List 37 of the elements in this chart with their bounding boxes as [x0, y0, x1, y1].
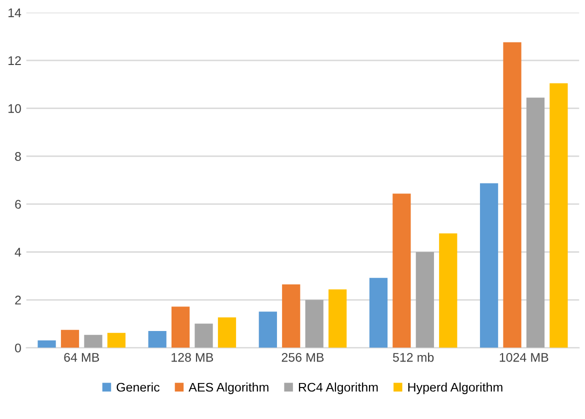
legend-label: Hyperd Algorithm — [408, 382, 502, 394]
bar — [171, 306, 190, 348]
bar — [107, 332, 126, 348]
x-tick-label: 256 MB — [282, 352, 324, 362]
bar — [503, 42, 522, 348]
bar — [258, 312, 277, 348]
y-tick-label: 2 — [15, 296, 21, 304]
bar — [439, 233, 458, 348]
x-tick-label: 1024 MB — [500, 352, 548, 362]
bar — [480, 183, 498, 348]
y-tick-label: 14 — [8, 8, 22, 18]
bar — [148, 331, 166, 348]
bar — [369, 278, 388, 348]
bar — [392, 194, 411, 348]
x-tick-label: 512 mb — [392, 352, 434, 362]
bar — [194, 324, 213, 348]
y-tick-label: 8 — [15, 152, 21, 161]
bar — [328, 289, 347, 348]
x-tick-label: 128 MB — [172, 352, 214, 362]
bar — [38, 340, 56, 348]
bar — [305, 300, 324, 348]
bar — [84, 334, 102, 348]
bar — [526, 98, 545, 348]
y-tick-label: 10 — [8, 104, 21, 113]
y-tick-label: 6 — [15, 200, 21, 209]
bar — [416, 252, 434, 348]
bar — [60, 330, 80, 348]
bar — [218, 317, 236, 348]
x-tick-label: 64 MB — [64, 352, 100, 362]
y-tick-label: 4 — [14, 248, 22, 257]
legend-label: Generic — [116, 382, 160, 392]
legend-label: RC4 Algorithm — [298, 382, 378, 394]
y-tick-label: 0 — [15, 344, 21, 352]
bar — [282, 284, 300, 348]
bar — [550, 83, 568, 348]
legend-label: AES Algorithm — [188, 382, 268, 394]
y-tick-label: 12 — [8, 56, 21, 65]
